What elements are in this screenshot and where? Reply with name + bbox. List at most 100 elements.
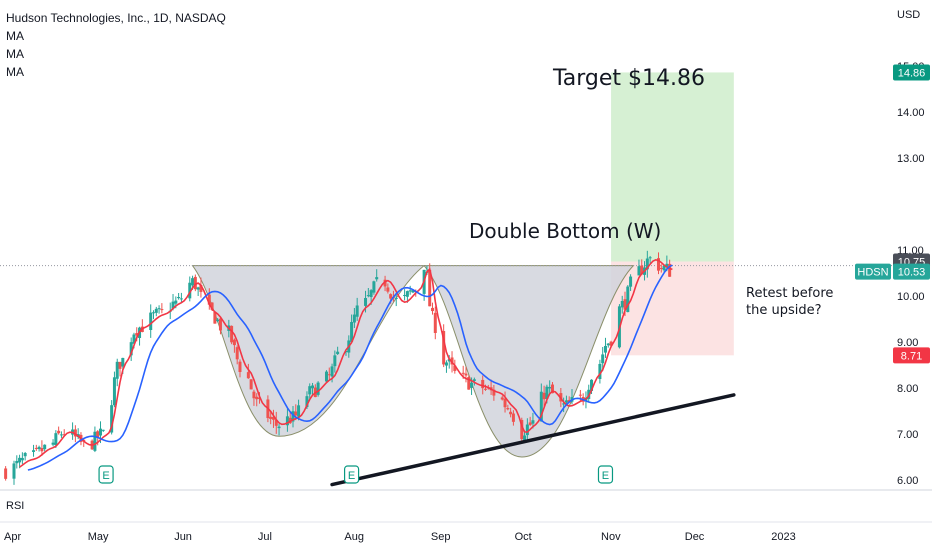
earnings-letter: E [348, 470, 355, 482]
price-badge-stop: 8.71 [893, 347, 930, 364]
candle-body [112, 377, 116, 406]
candle-body [291, 411, 295, 422]
y-tick-label: 13.00 [897, 153, 925, 165]
candle-body [336, 351, 340, 355]
ma-slow-line [27, 264, 673, 471]
candle-body [118, 361, 122, 369]
candle-body [121, 357, 125, 367]
badge-box [893, 347, 930, 364]
candle-body [520, 419, 524, 440]
candle-body [648, 257, 652, 259]
candle-body [364, 297, 368, 306]
candle-body [73, 429, 77, 437]
candle-body [305, 396, 309, 408]
candle-body [500, 397, 504, 400]
candle-body [542, 392, 546, 400]
candle-body [333, 355, 337, 367]
x-tick-label: Nov [601, 531, 621, 543]
candle-body [525, 424, 529, 436]
candle-body [93, 431, 97, 451]
price-badge-last: 10.53 [893, 263, 930, 280]
candle-body [23, 452, 27, 457]
candle-body [199, 285, 203, 292]
double-bottom-pattern [191, 265, 635, 458]
badge-box [893, 263, 930, 280]
candle-body [453, 365, 457, 371]
candle-body [528, 422, 532, 425]
candle-body [492, 389, 496, 396]
y-tick-label: 9.00 [897, 337, 918, 349]
candle-body [255, 396, 259, 400]
candle-body [433, 312, 437, 333]
candle-body [394, 297, 398, 299]
candle-body [32, 450, 36, 452]
earnings-marker: E [597, 465, 614, 484]
candle-body [386, 287, 390, 292]
axes: USD6.007.008.009.0010.0011.0013.0014.001… [0, 9, 932, 543]
candle-body [461, 372, 465, 374]
ma-indicator-2[interactable]: MA [6, 47, 24, 61]
candle-body [324, 371, 328, 382]
candle-body [177, 296, 181, 299]
earnings-letter: E [102, 470, 109, 482]
stop-zone [611, 261, 734, 356]
candle-body [154, 308, 158, 313]
candle-body [506, 408, 510, 410]
candle-body [481, 379, 485, 389]
candle-body [598, 363, 602, 380]
candle-body [511, 413, 515, 422]
candle-body [389, 294, 393, 299]
candle-body [230, 325, 234, 343]
candle-body [352, 314, 356, 323]
candle-body [484, 388, 488, 390]
candle-body [96, 431, 100, 438]
x-tick-label: May [88, 531, 109, 543]
candle-body [545, 386, 549, 399]
y-tick-label: 6.00 [897, 475, 918, 487]
earnings-badge [343, 465, 360, 484]
candle-body [629, 276, 633, 287]
ma-indicator-1[interactable]: MA [6, 29, 24, 43]
rsi-pane-label[interactable]: RSI [6, 500, 25, 512]
x-tick-label: Oct [515, 531, 532, 543]
symbol-title[interactable]: Hudson Technologies, Inc., 1D, NASDAQ [6, 11, 226, 25]
ma-fast-line [19, 258, 673, 468]
x-tick-label: Dec [685, 531, 705, 543]
candle-body [135, 333, 139, 336]
earnings-letter: E [602, 470, 609, 482]
candle-body [327, 374, 331, 376]
candle-body [623, 299, 627, 310]
candle-body [523, 435, 527, 441]
candle-body [193, 276, 197, 290]
x-tick-label: Jul [258, 531, 272, 543]
candle-body [564, 400, 568, 403]
candle-body [405, 291, 409, 297]
candle-body [54, 433, 58, 446]
price-badge-target: 14.86 [893, 64, 930, 81]
badge-text: 10.53 [898, 267, 926, 279]
candle-body [620, 301, 624, 308]
candle-body [101, 429, 105, 431]
candle-body [640, 265, 644, 275]
y-tick-label: 10.00 [897, 291, 925, 303]
candle-body [51, 442, 55, 445]
candle-body [662, 265, 666, 271]
candle-body [188, 282, 192, 299]
candle-body [311, 385, 315, 389]
ma-indicator-3[interactable]: MA [6, 65, 24, 79]
candle-body [18, 457, 22, 463]
candle-body [450, 357, 454, 365]
candle-body [308, 386, 312, 395]
candle-body [668, 263, 672, 277]
candle-body [350, 322, 354, 342]
candle-body [149, 312, 153, 330]
badge-text: 8.71 [901, 350, 922, 362]
candle-body [15, 460, 19, 464]
candle-body [152, 312, 155, 314]
candle-body [98, 428, 102, 436]
candle-body [601, 354, 605, 364]
candle-body [539, 391, 543, 422]
candle-body [62, 434, 66, 436]
